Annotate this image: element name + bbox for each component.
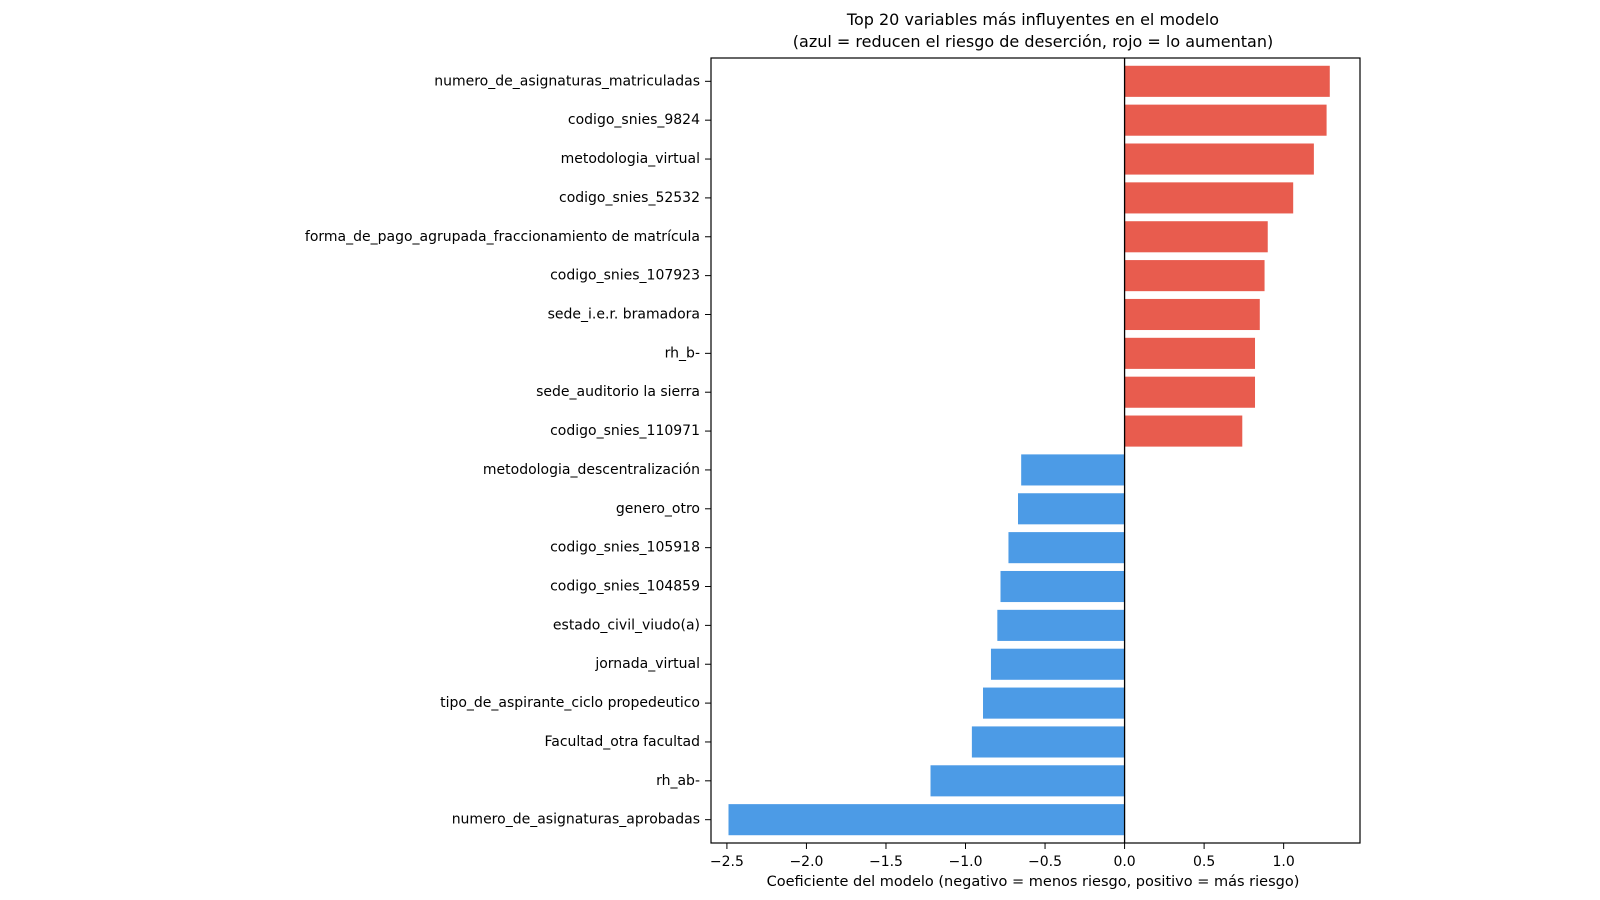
bar-3 — [1124, 182, 1294, 214]
y-tick-label-19: numero_de_asignaturas_aprobadas — [452, 812, 700, 828]
bar-0 — [1124, 65, 1330, 97]
x-tick-label-6: 0.5 — [1193, 854, 1215, 870]
x-tick-label-5: 0.0 — [1113, 854, 1135, 870]
x-tick-label-7: 1.0 — [1273, 854, 1295, 870]
x-tick-label-3: −1.0 — [949, 854, 983, 870]
y-tick-label-17: Facultad_otra facultad — [544, 734, 700, 750]
bar-16 — [983, 687, 1125, 719]
x-tick-label-1: −2.0 — [789, 854, 823, 870]
bar-11 — [1018, 493, 1125, 525]
x-tick-label-0: −2.5 — [710, 854, 744, 870]
y-tick-label-7: rh_b- — [665, 345, 700, 361]
x-tick-labels: −2.5 −2.0 −1.5 −1.0 −0.5 0.0 0.5 1.0 — [710, 843, 1295, 870]
y-tick-label-10: metodologia_descentralización — [483, 462, 700, 478]
y-tick-label-12: codigo_snies_105918 — [550, 540, 700, 556]
y-tick-label-8: sede_auditorio la sierra — [536, 384, 700, 400]
bar-9 — [1124, 415, 1243, 447]
bar-10 — [1021, 454, 1125, 486]
bar-17 — [971, 726, 1125, 758]
chart-title-line-2: (azul = reducen el riesgo de deserción, … — [793, 32, 1273, 51]
bar-15 — [990, 648, 1125, 680]
y-tick-label-6: sede_i.e.r. bramadora — [548, 306, 700, 322]
y-tick-label-14: estado_civil_viudo(a) — [553, 617, 700, 633]
y-tick-label-15: jornada_virtual — [594, 656, 700, 672]
bar-5 — [1124, 260, 1265, 292]
bar-18 — [930, 765, 1125, 797]
y-tick-label-16: tipo_de_aspirante_ciclo propedeutico — [440, 695, 700, 711]
x-tick-label-4: −0.5 — [1028, 854, 1062, 870]
y-tick-label-1: codigo_snies_9824 — [568, 112, 700, 128]
y-tick-label-5: codigo_snies_107923 — [550, 268, 700, 284]
y-tick-labels: numero_de_asignaturas_matriculadascodigo… — [305, 73, 711, 828]
bar-8 — [1124, 376, 1256, 408]
bar-12 — [1008, 532, 1125, 564]
plot-frame — [710, 57, 1361, 844]
y-tick-label-18: rh_ab- — [656, 773, 700, 789]
y-tick-label-3: codigo_snies_52532 — [559, 190, 700, 206]
chart-title-line-1: Top 20 variables más influyentes en el m… — [846, 10, 1219, 29]
bar-2 — [1124, 143, 1314, 175]
y-tick-label-2: metodologia_virtual — [561, 151, 700, 167]
bar-14 — [997, 609, 1125, 641]
y-tick-label-11: genero_otro — [616, 501, 700, 517]
y-tick-label-4: forma_de_pago_agrupada_fraccionamiento d… — [305, 229, 700, 245]
bars-layer — [728, 65, 1330, 836]
y-tick-label-0: numero_de_asignaturas_matriculadas — [434, 73, 700, 89]
x-tick-label-2: −1.5 — [869, 854, 903, 870]
y-tick-label-9: codigo_snies_110971 — [550, 423, 700, 439]
bar-13 — [1000, 570, 1125, 603]
bar-6 — [1124, 298, 1260, 331]
bar-19 — [728, 804, 1125, 836]
bar-1 — [1124, 104, 1327, 136]
x-axis-label: Coeficiente del modelo (negativo = menos… — [767, 874, 1300, 890]
bar-4 — [1124, 221, 1268, 253]
bar-7 — [1124, 337, 1256, 369]
y-tick-label-13: codigo_snies_104859 — [550, 579, 700, 595]
